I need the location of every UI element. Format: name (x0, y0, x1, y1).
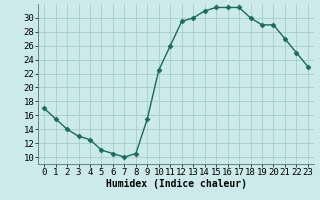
X-axis label: Humidex (Indice chaleur): Humidex (Indice chaleur) (106, 179, 246, 189)
